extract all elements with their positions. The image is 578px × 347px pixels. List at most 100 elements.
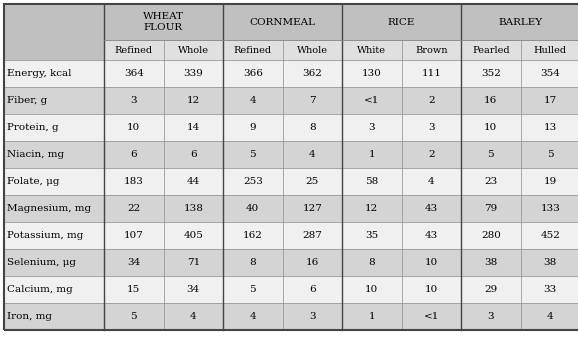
Bar: [4, 141, 104, 168]
Text: 1: 1: [368, 150, 375, 159]
Bar: [283, 114, 342, 141]
Bar: [402, 276, 461, 303]
Bar: [223, 60, 283, 87]
Text: 352: 352: [481, 69, 501, 78]
Text: 22: 22: [127, 204, 140, 213]
Bar: [104, 60, 164, 87]
Bar: [223, 141, 283, 168]
Text: 58: 58: [365, 177, 379, 186]
Bar: [104, 195, 164, 222]
Text: 23: 23: [484, 177, 498, 186]
Bar: [4, 303, 104, 330]
Text: 40: 40: [246, 204, 260, 213]
Bar: [164, 195, 223, 222]
Text: 17: 17: [544, 96, 557, 105]
Text: 16: 16: [484, 96, 498, 105]
Bar: [402, 40, 461, 60]
Text: 10: 10: [127, 123, 140, 132]
Text: Protein, g: Protein, g: [7, 123, 58, 132]
Bar: [164, 222, 223, 249]
Text: Refined: Refined: [114, 45, 153, 54]
Text: 38: 38: [484, 258, 498, 267]
Bar: [223, 222, 283, 249]
Text: 3: 3: [131, 96, 137, 105]
Bar: [521, 141, 578, 168]
Bar: [521, 303, 578, 330]
Text: 29: 29: [484, 285, 498, 294]
Text: 405: 405: [183, 231, 203, 240]
Text: Brown: Brown: [415, 45, 447, 54]
Text: 10: 10: [425, 258, 438, 267]
Bar: [4, 4, 104, 60]
Text: Fiber, g: Fiber, g: [7, 96, 47, 105]
Text: 366: 366: [243, 69, 262, 78]
Bar: [164, 40, 223, 60]
Text: CORNMEAL: CORNMEAL: [250, 17, 316, 26]
Bar: [104, 303, 164, 330]
Bar: [164, 303, 223, 330]
Bar: [402, 87, 461, 114]
Bar: [104, 40, 164, 60]
Text: Whole: Whole: [178, 45, 209, 54]
Text: 5: 5: [131, 312, 137, 321]
Text: Magnesium, mg: Magnesium, mg: [7, 204, 91, 213]
Bar: [521, 87, 578, 114]
Text: Potassium, mg: Potassium, mg: [7, 231, 83, 240]
Bar: [342, 276, 402, 303]
Text: 127: 127: [302, 204, 322, 213]
Bar: [223, 87, 283, 114]
Text: 33: 33: [544, 285, 557, 294]
Bar: [4, 222, 104, 249]
Bar: [104, 249, 164, 276]
Text: 79: 79: [484, 204, 498, 213]
Text: 9: 9: [250, 123, 256, 132]
Bar: [521, 40, 578, 60]
Text: 4: 4: [250, 312, 256, 321]
Text: 12: 12: [187, 96, 200, 105]
Bar: [104, 222, 164, 249]
Text: 362: 362: [302, 69, 322, 78]
Bar: [4, 60, 104, 87]
Text: BARLEY: BARLEY: [498, 17, 543, 26]
Bar: [521, 222, 578, 249]
Text: 44: 44: [187, 177, 200, 186]
Text: 5: 5: [487, 150, 494, 159]
Text: 4: 4: [309, 150, 316, 159]
Text: 14: 14: [187, 123, 200, 132]
Bar: [104, 87, 164, 114]
Text: 4: 4: [190, 312, 197, 321]
Text: 7: 7: [309, 96, 316, 105]
Text: 162: 162: [243, 231, 262, 240]
Text: 13: 13: [544, 123, 557, 132]
Bar: [104, 4, 223, 40]
Bar: [223, 4, 342, 40]
Text: Energy, kcal: Energy, kcal: [7, 69, 72, 78]
Text: 3: 3: [309, 312, 316, 321]
Text: 5: 5: [250, 285, 256, 294]
Bar: [164, 60, 223, 87]
Bar: [164, 87, 223, 114]
Bar: [521, 114, 578, 141]
Text: White: White: [357, 45, 386, 54]
Bar: [223, 276, 283, 303]
Bar: [342, 60, 402, 87]
Text: 16: 16: [306, 258, 319, 267]
Bar: [223, 195, 283, 222]
Bar: [223, 114, 283, 141]
Bar: [104, 276, 164, 303]
Text: Whole: Whole: [297, 45, 328, 54]
Text: 107: 107: [124, 231, 144, 240]
Bar: [461, 87, 521, 114]
Text: Selenium, μg: Selenium, μg: [7, 258, 76, 267]
Text: Refined: Refined: [234, 45, 272, 54]
Bar: [461, 60, 521, 87]
Bar: [223, 303, 283, 330]
Text: 452: 452: [540, 231, 560, 240]
Text: 19: 19: [544, 177, 557, 186]
Bar: [223, 168, 283, 195]
Bar: [283, 87, 342, 114]
Bar: [461, 168, 521, 195]
Text: 6: 6: [309, 285, 316, 294]
Bar: [104, 114, 164, 141]
Text: 25: 25: [306, 177, 319, 186]
